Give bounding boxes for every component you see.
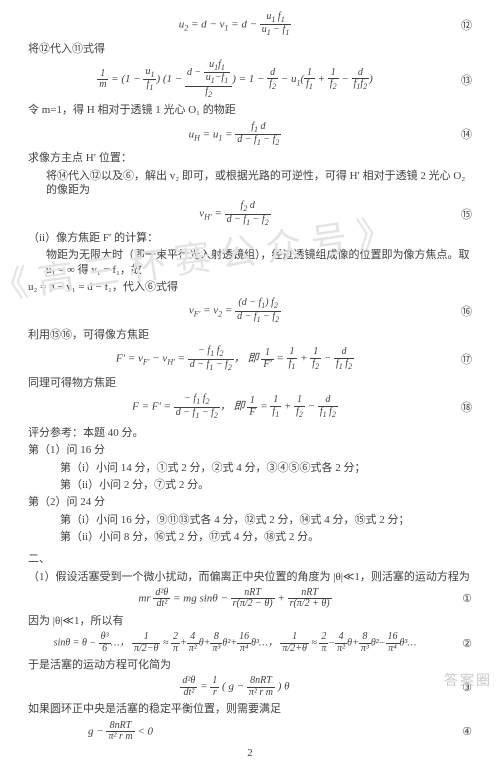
- eq15-formula: vH′ = f2 dd − f1 − f2: [28, 201, 442, 227]
- scoring-l1: 第（1）问 16 分: [28, 443, 472, 457]
- equation-12: u2 = d − v1 = d − u1 f1u1 − f1 ⑫: [28, 12, 472, 38]
- sec2-eq3-formula: d²θdt² = 1r ( g − 8nRTπ² r m ) θ: [28, 676, 442, 698]
- eq15-num: ⑮: [442, 206, 472, 222]
- sec2-eq3: d²θdt² = 1r ( g − 8nRTπ² r m ) θ ③: [28, 676, 472, 698]
- equation-14: uH = u1 = f1 dd − f1 − f2 ⑭: [28, 122, 472, 148]
- eq12-formula: u2 = d − v1 = d − u1 f1u1 − f1: [28, 12, 442, 38]
- eq14-formula: uH = u1 = f1 dd − f1 − f2: [28, 122, 442, 148]
- text-4b: 物距为无限大时（即一束平行光入射透镜组），经过透镜组成像的位置即为像方焦点。取 …: [28, 248, 472, 277]
- equation-13: 1m = (1 − u1f1) (1 − d − u1f1u1−f1f2) = …: [28, 60, 472, 99]
- eq16-formula: vF′ = v2 = (d − f1) f2d − f1 − f2: [28, 298, 442, 324]
- sec2-p4: 如果圆环正中央是活塞的稳定平衡位置，则需要满足: [28, 702, 472, 716]
- text-3b: 将⑭代入⑫以及⑥，解出 v₂ 即可，或根据光路的可逆性，可得 H′ 相对于透镜 …: [28, 169, 472, 198]
- page-number: 2: [28, 747, 472, 759]
- text-6: 同理可得物方焦距: [28, 376, 472, 390]
- scoring-l1a: 第（i）小问 14 分，①式 2 分，②式 4 分，③④⑤⑥式各 2 分；: [28, 461, 472, 475]
- scoring-l2a: 第（i）小问 16 分，⑨⑪⑬式各 4 分，⑫式 2 分，⑭式 4 分，⑮式 2…: [28, 513, 472, 527]
- eq17-formula: F′ = vF′ − vH′ = − f1 f2d − f1 − f2， 即 1…: [28, 346, 442, 372]
- sec2-eq4-formula: g − 8nRTπ² r m < 0: [28, 721, 442, 743]
- page-content: u2 = d − v1 = d − u1 f1u1 − f1 ⑫ 将⑫代入⑪式得…: [0, 0, 500, 767]
- text-5: 利用⑮⑯，可得像方焦距: [28, 328, 472, 342]
- eq14-num: ⑭: [442, 126, 472, 142]
- sec2-p1: （1）假设活塞受到一个微小扰动，而偏离正中央位置的角度为 |θ|≪1，则活塞的运…: [28, 570, 472, 584]
- scoring-l2b: 第（ii）小问 8 分，⑯式 2 分，⑰式 4 分，⑱式 2 分。: [28, 530, 472, 544]
- equation-16: vF′ = v2 = (d − f1) f2d − f1 − f2 ⑯: [28, 298, 472, 324]
- sec2-eq4-num: ④: [442, 725, 472, 738]
- eq13-formula: 1m = (1 − u1f1) (1 − d − u1f1u1−f1f2) = …: [28, 60, 442, 99]
- text-3: 求像方主点 H′ 位置：: [28, 151, 472, 165]
- scoring-title: 评分参考：本题 40 分。: [28, 426, 472, 440]
- sec2-eq2-formula: sinθ = θ − θ³6…， 1π/2−θ ≈ 2π+4π²θ+8π³θ²+…: [28, 632, 442, 654]
- text-4a: （ii）像方焦距 F′ 的计算：: [28, 231, 472, 245]
- sec2-eq1-num: ①: [442, 592, 472, 605]
- scoring-l2: 第（2）问 24 分: [28, 495, 472, 509]
- equation-17: F′ = vF′ − vH′ = − f1 f2d − f1 − f2， 即 1…: [28, 346, 472, 372]
- eq12-num: ⑫: [442, 17, 472, 33]
- eq16-num: ⑯: [442, 303, 472, 319]
- text-4c: u₂ = d − v₁ = d − f₁，代入⑥式得: [28, 280, 472, 294]
- corner-watermark: 答案圈: [444, 670, 492, 690]
- equation-15: vH′ = f2 dd − f1 − f2 ⑮: [28, 201, 472, 227]
- eq18-formula: F = F′ = − f1 f2d − f1 − f2， 即 1F = 1f1 …: [28, 394, 442, 420]
- eq13-num: ⑬: [442, 72, 472, 88]
- eq18-num: ⑱: [442, 399, 472, 415]
- sec2-p3: 于是活塞的运动方程可化简为: [28, 658, 472, 672]
- text-1: 将⑫代入⑪式得: [28, 42, 472, 56]
- sec2-head: 二、: [28, 552, 472, 566]
- sec2-eq2-num: ②: [442, 637, 472, 650]
- sec2-eq1: mr d²θdt² = mg sinθ − nRTr(π/2 − θ) + nR…: [28, 588, 472, 610]
- sec2-eq1-formula: mr d²θdt² = mg sinθ − nRTr(π/2 − θ) + nR…: [28, 588, 442, 610]
- scoring-l1b: 第（ii）小问 2 分，⑦式 2 分。: [28, 478, 472, 492]
- sec2-p2: 因为 |θ|≪1，所以有: [28, 614, 472, 628]
- eq17-num: ⑰: [442, 351, 472, 367]
- text-2: 令 m=1，得 H 相对于透镜 1 光心 O₁ 的物距: [28, 103, 472, 117]
- sec2-eq4: g − 8nRTπ² r m < 0 ④: [28, 721, 472, 743]
- equation-18: F = F′ = − f1 f2d − f1 − f2， 即 1F = 1f1 …: [28, 394, 472, 420]
- sec2-eq2: sinθ = θ − θ³6…， 1π/2−θ ≈ 2π+4π²θ+8π³θ²+…: [28, 632, 472, 654]
